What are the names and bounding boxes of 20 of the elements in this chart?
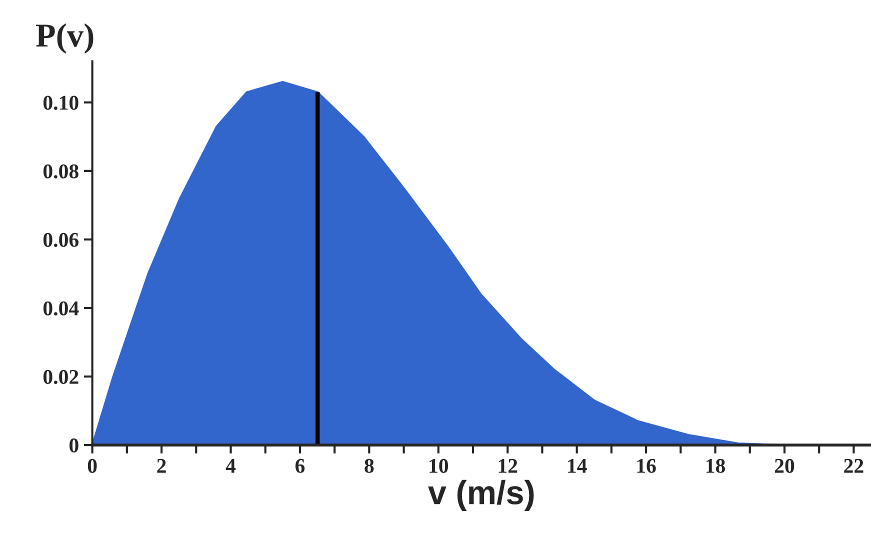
- x-tick-label: 20: [774, 458, 794, 473]
- x-axis-title: v (m/s): [428, 480, 534, 511]
- y-tick-label: 0.04: [43, 301, 79, 316]
- x-tick-label: 18: [706, 458, 725, 473]
- x-tick-label: 2: [157, 458, 166, 473]
- x-tick-label: 14: [568, 458, 587, 473]
- x-tick-label: 10: [430, 458, 448, 473]
- x-tick-label: 22: [844, 458, 864, 473]
- y-axis-title: P(v): [36, 23, 94, 54]
- y-tick-label: 0.02: [43, 370, 78, 384]
- x-tick-label: 12: [498, 458, 518, 473]
- x-tick-label: 8: [364, 458, 374, 473]
- y-tick-label: 0.10: [43, 96, 78, 110]
- y-tick-label: 0.06: [43, 232, 79, 247]
- x-tick-label: 0: [88, 458, 97, 473]
- y-tick-label: 0.08: [43, 164, 78, 178]
- x-tick-label: 6: [295, 458, 305, 473]
- x-tick-label: 16: [637, 458, 656, 473]
- x-tick-label: 4: [226, 458, 236, 473]
- y-tick-label: 0: [70, 438, 78, 452]
